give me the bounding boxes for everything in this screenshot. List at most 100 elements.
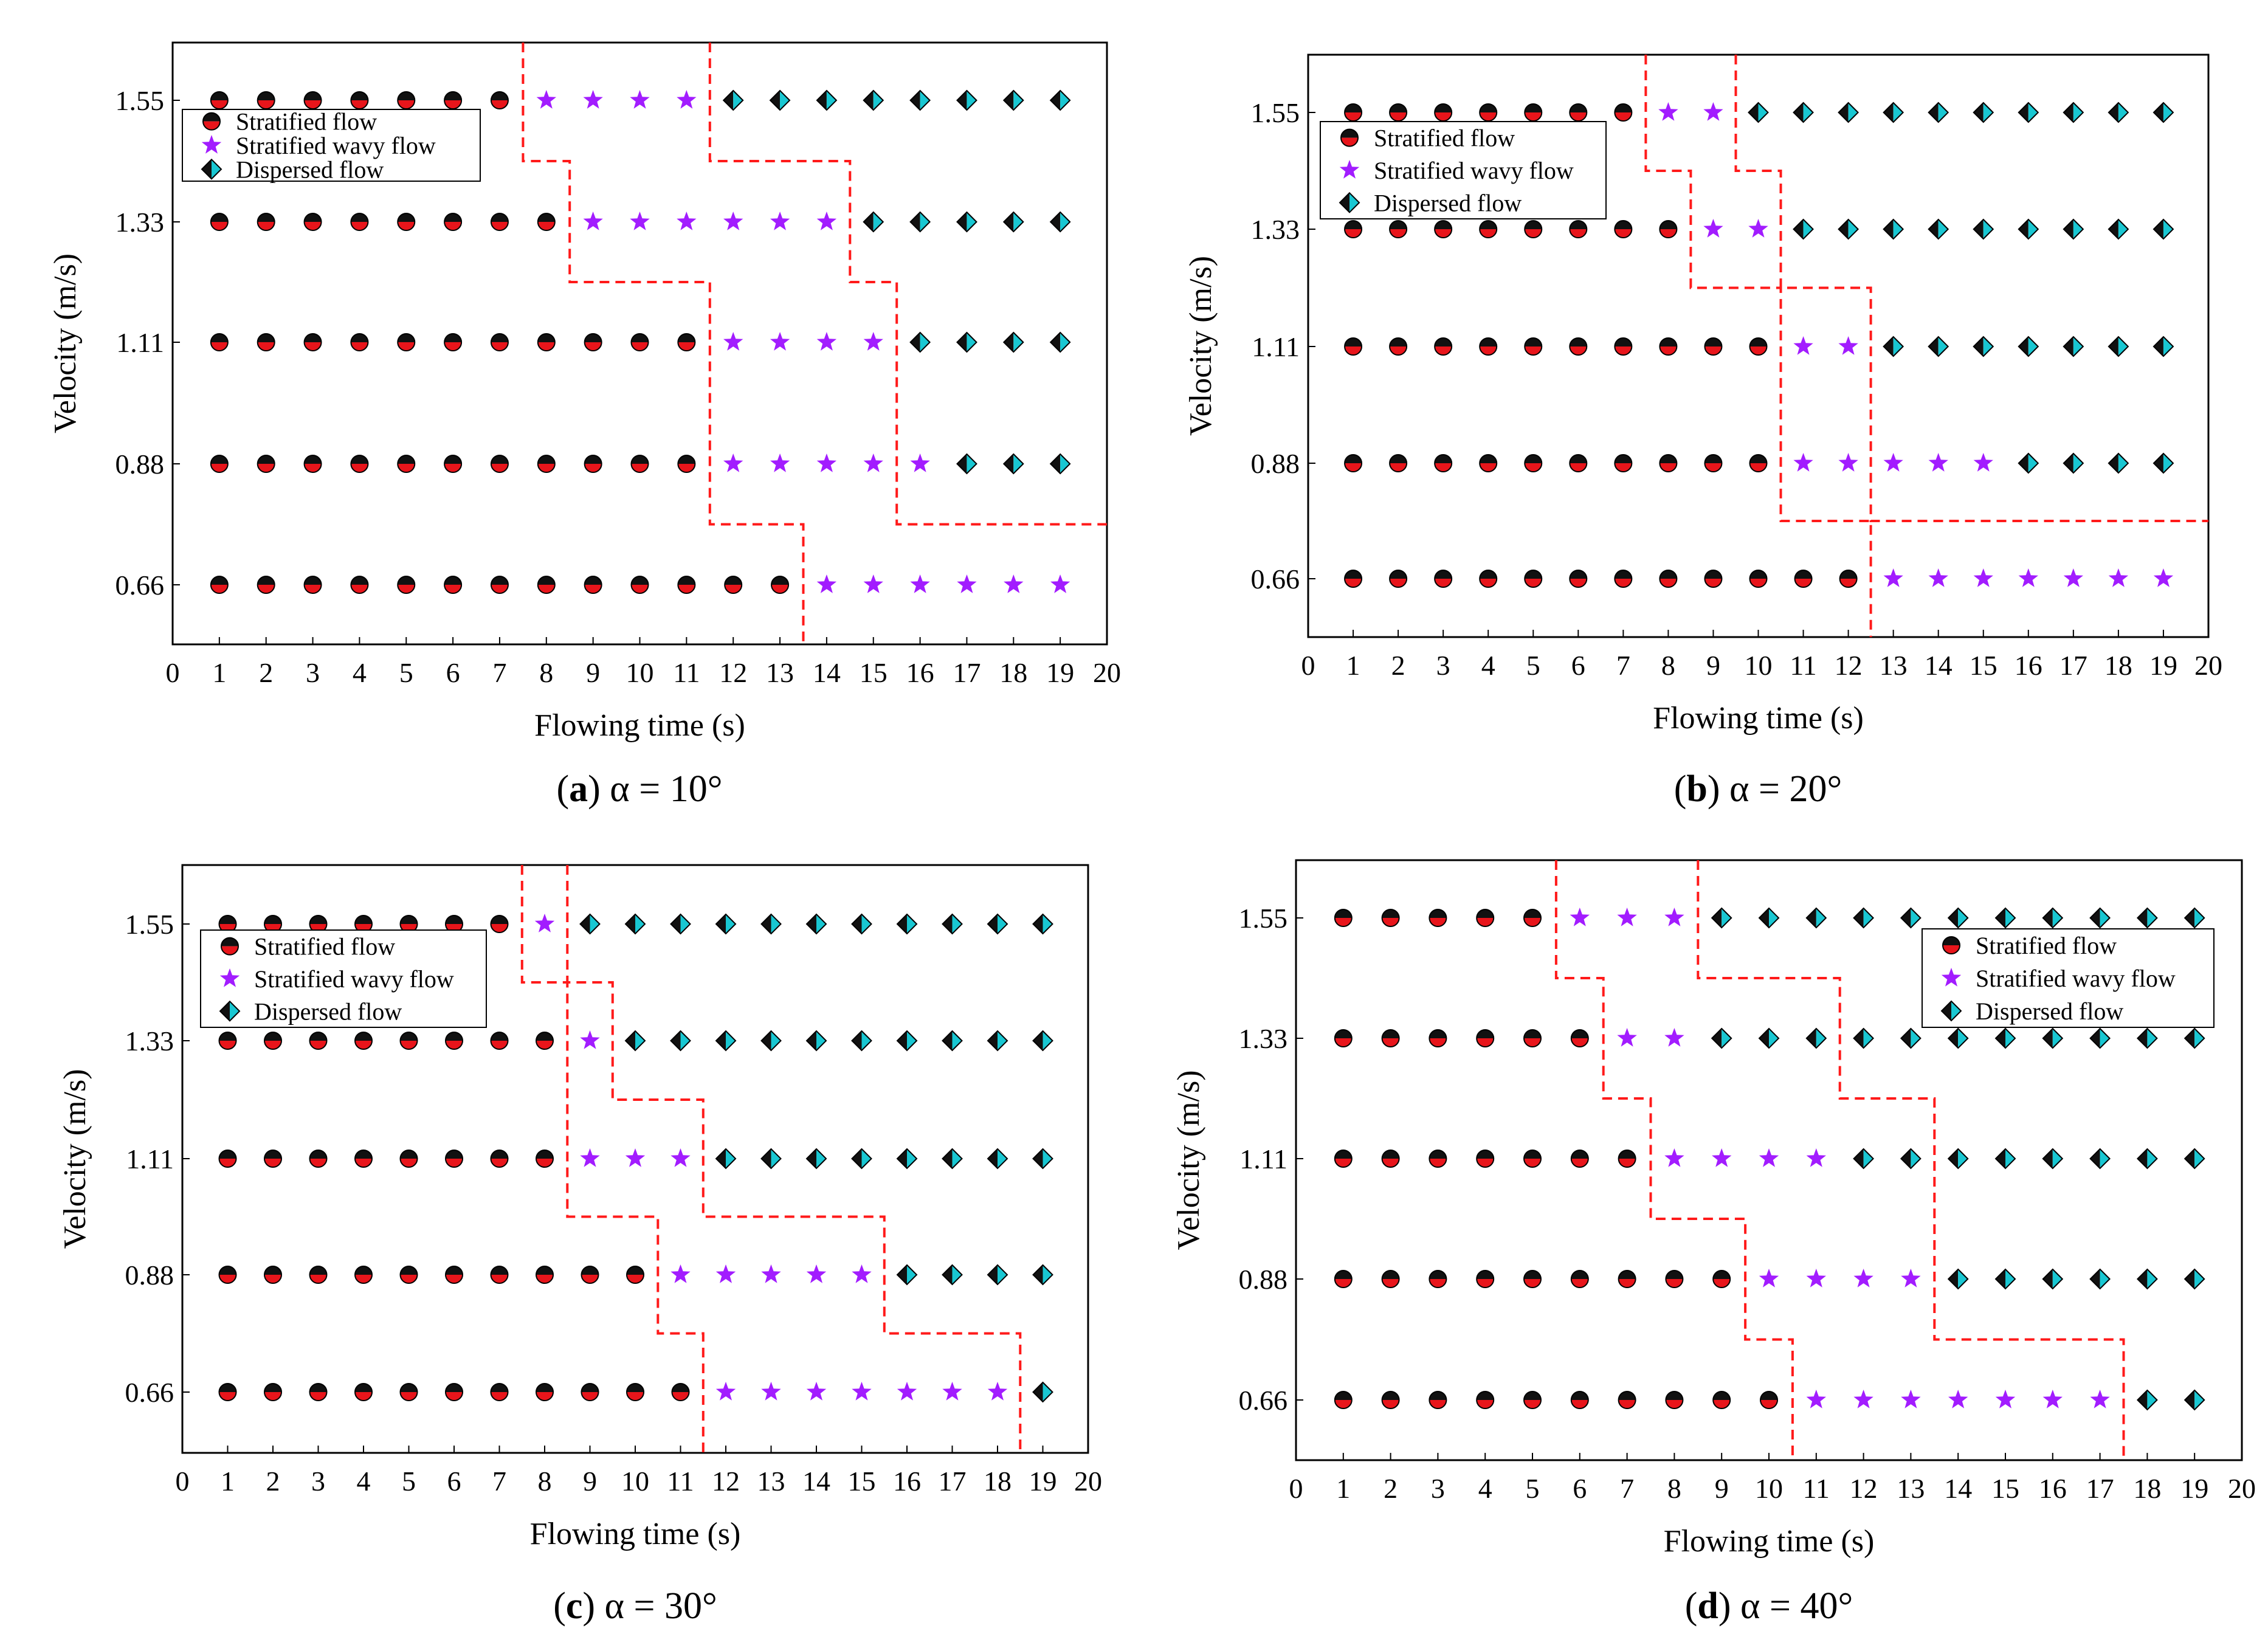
y-tick-label: 0.66 (125, 1377, 174, 1408)
data-point (1838, 102, 1860, 123)
x-tick-label: 0 (176, 1466, 190, 1497)
data-point (896, 913, 918, 935)
x-tick-label: 0 (1289, 1473, 1303, 1504)
legend-entry: Stratified flow (1976, 932, 2117, 959)
data-point (2042, 1148, 2064, 1170)
data-point (2153, 102, 2174, 123)
x-axis-label: Flowing time (s) (1664, 1524, 1875, 1559)
data-point (445, 1266, 463, 1284)
data-point (264, 1032, 282, 1050)
data-point (1049, 211, 1071, 233)
data-point (863, 211, 884, 233)
x-tick-label: 12 (712, 1466, 740, 1497)
data-point (490, 915, 509, 933)
data-point (2063, 336, 2084, 357)
data-point (1570, 1150, 1589, 1168)
data-point (303, 91, 322, 109)
panel-b: 0 1 2 3 4 5 6 7 8 9 10 11 12 13 14 15 16 17 18 19 201.551.33… (1184, 53, 2222, 810)
data-point (770, 332, 790, 351)
data-point (670, 1264, 691, 1283)
data-point (1712, 1391, 1731, 1409)
legend-marker (219, 1000, 241, 1022)
data-point (1344, 220, 1363, 238)
x-axis-label: Flowing time (s) (534, 708, 745, 743)
legend-marker (202, 112, 221, 131)
data-point (1973, 453, 1993, 472)
x-tick-label: 5 (1526, 1473, 1540, 1504)
data-point (1334, 1029, 1353, 1047)
data-point (1617, 1028, 1637, 1047)
data-point (445, 1383, 463, 1401)
data-point (1344, 454, 1363, 472)
data-point (909, 211, 931, 233)
x-tick-label: 8 (1661, 650, 1675, 681)
data-point (397, 333, 416, 351)
data-point (1749, 454, 1768, 472)
series-dispersed-flow (579, 913, 1053, 1403)
data-point (1381, 1391, 1400, 1409)
x-tick-label: 3 (1431, 1473, 1445, 1504)
data-point (1429, 1270, 1447, 1288)
panel-a: 0 1 2 3 4 5 6 7 8 9 10 11 12 13 14 15 16 17 18 19 201.551.33… (48, 41, 1121, 810)
data-point (956, 89, 977, 111)
data-point (1032, 1030, 1053, 1052)
x-tick-label: 9 (586, 657, 600, 688)
data-point (1704, 570, 1723, 588)
y-tick-label: 1.55 (115, 85, 165, 116)
data-point (1570, 1029, 1589, 1047)
x-tick-label: 11 (1790, 650, 1816, 681)
data-point (1570, 1391, 1589, 1409)
data-point (2108, 218, 2129, 240)
x-tick-label: 2 (259, 657, 273, 688)
y-tick-label: 1.11 (1239, 1143, 1287, 1174)
panel-caption: (b) α = 20° (1674, 768, 1842, 810)
data-point (445, 1032, 463, 1050)
data-point (354, 1383, 373, 1401)
data-point (2153, 452, 2174, 474)
x-tick-label: 9 (583, 1466, 597, 1497)
x-tick-label: 7 (1616, 650, 1630, 681)
data-point (490, 213, 509, 231)
data-point (677, 333, 696, 351)
data-point (583, 212, 603, 230)
data-point (677, 455, 696, 473)
data-point (1032, 1264, 1053, 1286)
data-point (257, 576, 275, 594)
y-tick-label: 1.55 (1251, 97, 1300, 128)
data-point (1524, 454, 1543, 472)
legend-entry: Dispersed flow (1374, 189, 1522, 216)
x-tick-label: 15 (860, 657, 888, 688)
data-point (863, 574, 883, 593)
data-point (1806, 1390, 1826, 1408)
data-point (1749, 337, 1768, 356)
x-tick-label: 19 (1029, 1466, 1057, 1497)
data-point (1928, 336, 1949, 357)
legend-marker (1340, 128, 1359, 147)
data-point (715, 913, 737, 935)
data-point (444, 91, 463, 109)
data-point (1838, 218, 1860, 240)
data-point (397, 576, 416, 594)
data-point (863, 453, 883, 472)
data-point (354, 1032, 373, 1050)
x-tick-label: 3 (1436, 650, 1450, 681)
data-point (1704, 454, 1723, 472)
data-point (806, 1382, 827, 1401)
data-point (2089, 1148, 2111, 1170)
data-point (2184, 1389, 2205, 1411)
data-point (956, 331, 977, 353)
data-point (444, 455, 463, 473)
x-tick-label: 20 (2228, 1473, 2256, 1504)
data-point (1049, 453, 1071, 475)
data-point (2136, 1268, 2158, 1290)
data-point (1973, 336, 1994, 357)
data-point (1523, 1270, 1542, 1288)
data-point (852, 1264, 872, 1283)
data-point (210, 333, 229, 351)
data-point (1947, 1148, 1969, 1170)
data-point (723, 332, 743, 351)
data-point (2184, 1027, 2205, 1049)
data-point (1389, 570, 1408, 588)
data-point (630, 455, 649, 473)
data-point (2089, 1027, 2111, 1049)
